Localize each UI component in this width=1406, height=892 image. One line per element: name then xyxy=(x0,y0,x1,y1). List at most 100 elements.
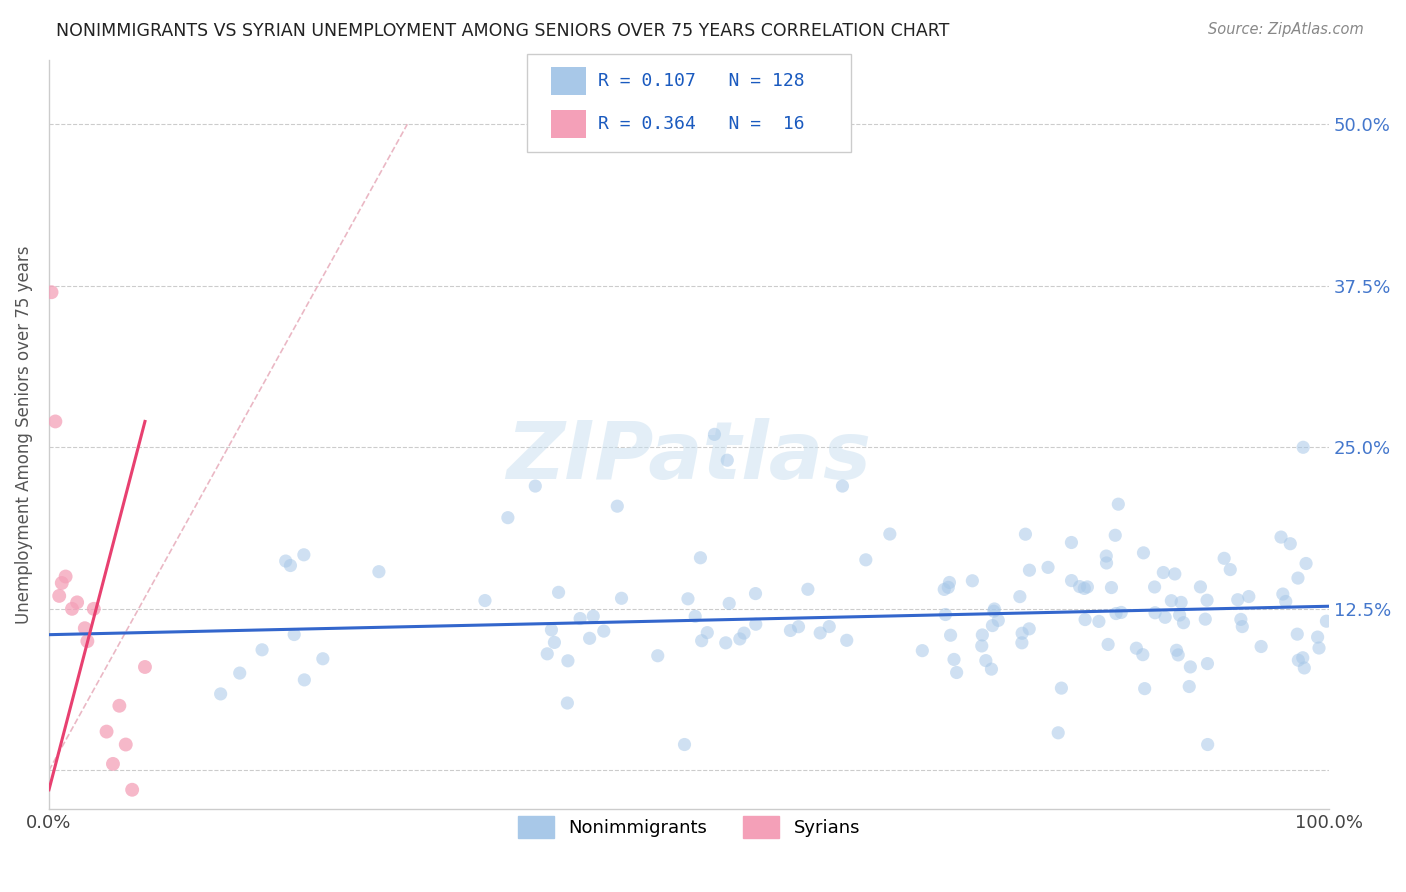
Point xyxy=(96,724,118,739)
Point xyxy=(55,569,77,583)
Point xyxy=(121,782,143,797)
Point xyxy=(1011,626,1033,640)
Legend: Nonimmigrants, Syrians: Nonimmigrants, Syrians xyxy=(510,809,868,845)
Point xyxy=(1133,681,1156,696)
Point xyxy=(1292,650,1315,665)
Point xyxy=(1132,648,1154,662)
Point xyxy=(1294,661,1316,675)
Text: R = 0.364   N =  16: R = 0.364 N = 16 xyxy=(598,115,804,133)
Point xyxy=(1152,566,1174,580)
Point xyxy=(292,673,315,687)
Point xyxy=(716,453,738,467)
Point xyxy=(1018,563,1040,577)
Point xyxy=(970,639,993,653)
Point xyxy=(1315,614,1337,628)
Point xyxy=(673,738,696,752)
Point xyxy=(60,602,83,616)
Point xyxy=(690,633,713,648)
Point xyxy=(983,604,1005,618)
Point xyxy=(934,607,956,622)
Text: R = 0.107   N = 128: R = 0.107 N = 128 xyxy=(598,72,804,90)
Point xyxy=(524,479,547,493)
Point xyxy=(1250,640,1272,654)
Point xyxy=(939,628,962,642)
Point xyxy=(683,609,706,624)
Point xyxy=(647,648,669,663)
Point xyxy=(987,614,1010,628)
Point xyxy=(936,580,959,594)
Point xyxy=(1286,571,1309,585)
Point xyxy=(1095,549,1118,563)
Point xyxy=(938,575,960,590)
Point xyxy=(1166,643,1188,657)
Point xyxy=(808,626,831,640)
Point xyxy=(943,652,966,666)
Point xyxy=(76,634,98,648)
Point xyxy=(1170,595,1192,609)
Point xyxy=(911,643,934,657)
Point xyxy=(1292,440,1315,454)
Point xyxy=(547,585,569,599)
Point xyxy=(831,479,853,493)
Point xyxy=(367,565,389,579)
Point xyxy=(1088,615,1111,629)
Point xyxy=(1060,574,1083,588)
Point xyxy=(703,427,725,442)
Point xyxy=(557,696,579,710)
Point xyxy=(1189,580,1212,594)
Point xyxy=(1226,592,1249,607)
Point xyxy=(1232,619,1254,633)
Text: ZIPatlas: ZIPatlas xyxy=(506,417,872,496)
Point xyxy=(1167,648,1189,662)
Point xyxy=(1097,637,1119,651)
Point xyxy=(1237,590,1260,604)
Point xyxy=(745,617,768,632)
Point xyxy=(292,548,315,562)
Point xyxy=(972,628,994,642)
Point xyxy=(606,499,628,513)
Point xyxy=(1069,580,1091,594)
Point xyxy=(1143,580,1166,594)
Point xyxy=(1213,551,1236,566)
Point xyxy=(1197,593,1219,607)
Point xyxy=(134,660,156,674)
Point xyxy=(1279,537,1302,551)
Point xyxy=(48,589,70,603)
Point xyxy=(1104,528,1126,542)
Point xyxy=(1295,557,1317,571)
Point xyxy=(1105,607,1128,621)
Point xyxy=(696,625,718,640)
Point xyxy=(1018,622,1040,636)
Point xyxy=(981,618,1004,632)
Point xyxy=(1144,606,1167,620)
Text: NONIMMIGRANTS VS SYRIAN UNEMPLOYMENT AMONG SENIORS OVER 75 YEARS CORRELATION CHA: NONIMMIGRANTS VS SYRIAN UNEMPLOYMENT AMO… xyxy=(56,22,949,40)
Point xyxy=(474,593,496,607)
Point xyxy=(592,624,614,639)
Point xyxy=(209,687,232,701)
Point xyxy=(779,624,801,638)
Point xyxy=(1074,613,1097,627)
Point xyxy=(51,576,73,591)
Point xyxy=(312,652,335,666)
Point xyxy=(1164,566,1187,581)
Point xyxy=(787,620,810,634)
Point xyxy=(1109,606,1132,620)
Point xyxy=(83,602,105,616)
Point xyxy=(962,574,984,588)
Y-axis label: Unemployment Among Seniors over 75 years: Unemployment Among Seniors over 75 years xyxy=(15,245,32,624)
Point xyxy=(1286,653,1309,667)
Point xyxy=(980,662,1002,676)
Text: Source: ZipAtlas.com: Source: ZipAtlas.com xyxy=(1208,22,1364,37)
Point xyxy=(879,527,901,541)
Point xyxy=(1008,590,1031,604)
Point xyxy=(1101,581,1123,595)
Point xyxy=(250,642,273,657)
Point xyxy=(1308,640,1330,655)
Point xyxy=(557,654,579,668)
Point xyxy=(733,626,755,640)
Point xyxy=(1306,630,1329,644)
Point xyxy=(1036,560,1059,574)
Point xyxy=(1197,738,1219,752)
Point xyxy=(1125,641,1147,656)
Point xyxy=(1270,530,1292,544)
